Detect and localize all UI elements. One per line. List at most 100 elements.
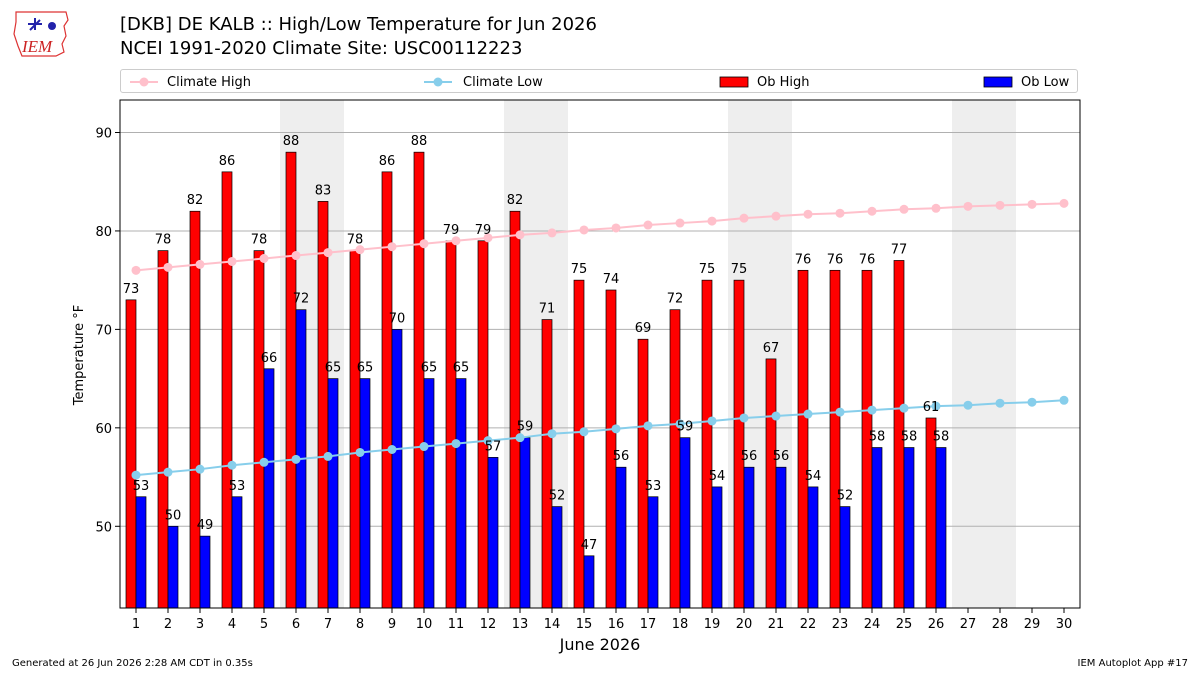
- ob-high-bar: [445, 240, 457, 609]
- x-tick-label: 6: [292, 617, 300, 632]
- ob-low-value-label: 50: [165, 508, 182, 523]
- climate-high-point: [515, 230, 525, 240]
- ob-low-bar: [679, 437, 691, 609]
- ob-high-bar: [637, 338, 649, 609]
- climate-high-point: [931, 203, 941, 213]
- ob-high-value-label: 88: [283, 134, 300, 149]
- x-tick-label: 20: [736, 617, 753, 632]
- ob-high-bar: [349, 250, 361, 609]
- ob-low-value-label: 47: [581, 538, 598, 553]
- ob-high-value-label: 79: [475, 223, 492, 238]
- y-tick-label: 50: [95, 520, 112, 535]
- climate-high-point: [419, 239, 429, 249]
- x-tick-label: 19: [704, 617, 721, 632]
- climate-low-point: [963, 400, 973, 410]
- legend-label-climate-low: Climate Low: [463, 74, 543, 90]
- ob-high-bar: [413, 151, 425, 609]
- climate-low-point: [675, 419, 685, 429]
- y-tick-label: 60: [95, 422, 112, 437]
- ob-high-bar: [701, 279, 713, 609]
- ob-high-bar: [829, 269, 841, 609]
- ob-low-value-label: 65: [325, 361, 342, 376]
- ob-high-bar: [317, 201, 329, 609]
- legend-item-ob-low: Ob Low: [983, 70, 1069, 94]
- x-tick-label: 2: [164, 617, 172, 632]
- ob-high-value-label: 77: [891, 242, 908, 257]
- ob-high-value-label: 74: [603, 272, 620, 287]
- ob-high-value-label: 82: [187, 193, 204, 208]
- climate-high-point: [227, 256, 237, 266]
- ob-low-value-label: 56: [773, 449, 790, 464]
- legend-item-climate-low: Climate Low: [423, 70, 543, 94]
- footer-generated: Generated at 26 Jun 2026 2:28 AM CDT in …: [12, 658, 253, 669]
- climate-high-point: [707, 216, 717, 226]
- x-tick-label: 16: [608, 617, 625, 632]
- climate-low-point: [547, 429, 557, 439]
- climate-low-point: [771, 411, 781, 421]
- climate-low-point: [835, 407, 845, 417]
- climate-high-point: [195, 259, 205, 269]
- ob-high-value-label: 72: [667, 292, 684, 307]
- ob-low-bar: [167, 525, 179, 609]
- climate-low-point: [355, 447, 365, 457]
- footer-app: IEM Autoplot App #17: [1077, 658, 1188, 669]
- ob-high-bar: [925, 417, 937, 609]
- x-tick-label: 26: [928, 617, 945, 632]
- ob-low-value-label: 52: [549, 489, 566, 504]
- ob-low-bar: [327, 378, 339, 609]
- ob-high-bar: [797, 269, 809, 609]
- x-tick-label: 29: [1024, 617, 1041, 632]
- ob-high-bar: [765, 358, 777, 609]
- climate-low-point: [1059, 395, 1069, 405]
- climate-low-point: [131, 470, 141, 480]
- ob-high-value-label: 88: [411, 134, 428, 149]
- ob-low-bar: [199, 535, 211, 609]
- x-tick-label: 4: [228, 617, 236, 632]
- climate-low-line: [135, 399, 1065, 477]
- legend-label-climate-high: Climate High: [167, 74, 252, 90]
- ob-high-bar: [189, 210, 201, 609]
- climate-high-point: [835, 208, 845, 218]
- y-tick-label: 80: [95, 225, 112, 240]
- x-tick-label: 25: [896, 617, 913, 632]
- x-tick-label: 18: [672, 617, 689, 632]
- ob-high-bar: [253, 250, 265, 609]
- ob-low-bar: [423, 378, 435, 609]
- climate-low-point: [995, 398, 1005, 408]
- ob-high-bar: [509, 210, 521, 609]
- ob-low-value-label: 70: [389, 311, 406, 326]
- climate-low-point: [195, 464, 205, 474]
- ob-low-value-label: 56: [613, 449, 630, 464]
- climate-low-point: [899, 403, 909, 413]
- ob-high-value-label: 79: [443, 223, 460, 238]
- ob-high-value-label: 86: [219, 154, 236, 169]
- ob-low-value-label: 65: [357, 361, 374, 376]
- ob-low-bar: [647, 496, 659, 609]
- x-tick-label: 30: [1056, 617, 1073, 632]
- climate-low-point: [451, 439, 461, 449]
- climate-low-point: [259, 457, 269, 467]
- y-gridlines: [120, 131, 1080, 527]
- ob-low-value-label: 66: [261, 351, 278, 366]
- ob-high-value-label: 75: [699, 262, 716, 277]
- climate-low-point: [867, 405, 877, 415]
- x-tick-label: 10: [416, 617, 433, 632]
- x-tick-label: 14: [544, 617, 561, 632]
- y-axis-label: Temperature °F: [72, 305, 87, 406]
- data-labels: 73 78 82 86 78 88 83 78 86 88 79 79 82 71 75 74 69 72 75 75…: [123, 134, 950, 553]
- legend-item-ob-high: Ob High: [719, 70, 810, 94]
- ob-low-bar: [615, 466, 627, 609]
- climate-high-point: [547, 228, 557, 238]
- climate-high-point: [323, 248, 333, 258]
- legend-item-climate-high: Climate High: [129, 70, 251, 94]
- climate-low-point: [739, 413, 749, 423]
- climate-high-point: [131, 265, 141, 275]
- climate-high-point: [899, 204, 909, 214]
- ob-high-value-label: 82: [507, 193, 524, 208]
- y-tick-label: 70: [95, 323, 112, 338]
- climate-low-point: [323, 451, 333, 461]
- x-tick-label: 13: [512, 617, 529, 632]
- x-tick-label: 17: [640, 617, 657, 632]
- ob-high-bar: [669, 309, 681, 609]
